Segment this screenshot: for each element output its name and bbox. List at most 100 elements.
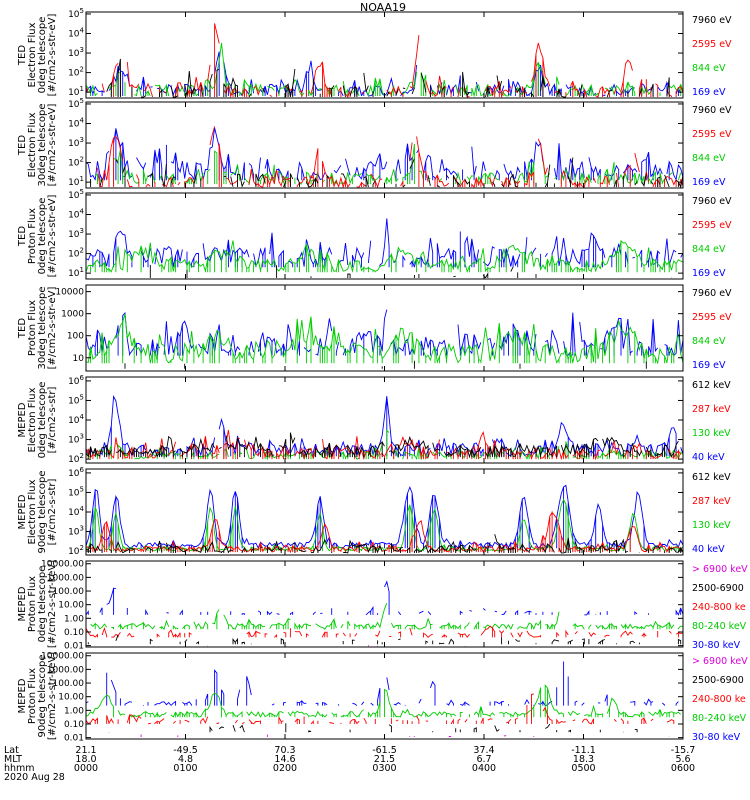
series-line — [85, 580, 684, 616]
legend-item: 844 eV — [692, 336, 726, 347]
x-tick-label: 0400 — [472, 763, 496, 774]
x-tick-label: 0000 — [74, 763, 98, 774]
y-tick-label: 1000.00 — [47, 573, 84, 583]
y-tick-label: 0.10 — [64, 720, 84, 730]
legend-item: 612 keV — [692, 472, 731, 483]
legend-item: 612 keV — [692, 380, 731, 391]
legend-item: 130 keV — [692, 428, 731, 439]
x-tick-label: 0300 — [372, 763, 396, 774]
series-7960-ev — [90, 157, 684, 189]
series-2500-6900 — [87, 634, 682, 645]
series-612-kev — [85, 432, 684, 459]
legend: 7960 eV 2595 eV 844 eV 169 eV — [692, 15, 732, 98]
axis-row-label: hhmm — [4, 763, 35, 774]
y-tick-label: 10.00 — [58, 693, 84, 703]
series-line — [149, 264, 672, 279]
series-2595-ev — [97, 126, 684, 189]
legend-item: 80-240 keV — [692, 713, 747, 724]
y-tick-label: 105 — [68, 393, 84, 406]
y-tick-label: 10000.00 — [41, 560, 84, 570]
x-tick-label: 37.4 — [473, 745, 494, 756]
series-844-ev — [85, 313, 684, 365]
x-tick-label: 70.3 — [274, 745, 295, 756]
y-tick-label: 102 — [68, 544, 84, 557]
y-tick-label: 102 — [68, 156, 84, 169]
legend-item: 240-800 ke — [692, 694, 746, 705]
panel-7: 0.01 0.10 1.00 10.00 100.00 1000.00 10000.00ME… — [17, 560, 748, 652]
legend-item: 30-80 keV — [692, 732, 741, 743]
x-tick-label: -11.1 — [571, 745, 596, 756]
series-line — [85, 42, 684, 98]
x-tick-label: 5.6 — [675, 754, 690, 765]
series-844-ev — [85, 239, 684, 274]
series-169-ev — [85, 218, 684, 268]
x-tick-label: -49.5 — [173, 745, 198, 756]
y-tick-label: 0.01 — [64, 734, 84, 744]
legend-item: 169 eV — [692, 177, 726, 188]
legend-item: 2500-6900 — [692, 583, 744, 594]
series-line — [85, 127, 684, 181]
date-label: 2020 Aug 28 — [4, 772, 65, 783]
series-line — [85, 432, 684, 459]
legend-item: 844 eV — [692, 244, 726, 255]
series-30-80-kev — [85, 580, 684, 616]
y-tick-label: 103 — [68, 525, 84, 538]
legend-item: 169 eV — [692, 268, 726, 279]
legend: 612 keV 287 keV 130 keV 40 keV — [692, 380, 731, 463]
y-tick-label: 105 — [68, 188, 84, 201]
panel-6: 102 103 104 105 106 MEPEDElectron Flux90deg t… — [17, 466, 731, 557]
series-line — [85, 429, 682, 461]
y-tick-label: 0.01 — [64, 642, 84, 652]
x-tick-label: -61.5 — [372, 745, 397, 756]
y-tick-label: 101 — [68, 85, 84, 98]
x-tick-label: 14.6 — [274, 754, 295, 765]
y-axis-label: MEPEDElectron Flux0deg telescope[#/cm2-s… — [17, 382, 58, 459]
y-tick-label: 10.00 — [58, 601, 84, 611]
x-tick-label: 4.8 — [178, 754, 193, 765]
y-tick-label: 1.00 — [64, 706, 84, 716]
series-line — [109, 723, 678, 732]
y-tick-label: 104 — [68, 208, 84, 221]
series-line — [85, 484, 684, 549]
y-tick-label: 104 — [68, 27, 84, 40]
y-tick-label: 103 — [68, 227, 84, 240]
y-tick-label: 1000.00 — [47, 665, 84, 675]
y-tick-label: 100.00 — [53, 679, 85, 689]
series-line — [87, 634, 682, 645]
series-169-ev — [85, 127, 684, 181]
legend: 7960 eV 2595 eV 844 eV 169 eV — [692, 288, 732, 371]
legend-item: 2500-6900 — [692, 675, 744, 686]
y-tick-label: 101 — [68, 175, 84, 188]
x-tick-label: 21.1 — [75, 745, 96, 756]
series-40-kev — [85, 484, 684, 549]
y-tick-label: 102 — [68, 66, 84, 79]
legend-item: 2595 eV — [692, 220, 732, 231]
legend-item: 169 eV — [692, 87, 726, 98]
series-line — [85, 684, 682, 718]
legend-item: 130 keV — [692, 520, 731, 531]
series-line — [85, 534, 684, 554]
legend-item: 2595 eV — [692, 39, 732, 50]
panel-1: 101 102 103 104 105 TEDElectron Flux0deg tele… — [17, 7, 732, 98]
chart-title: NOAA19 — [360, 1, 406, 14]
y-tick-label: 100 — [67, 332, 84, 342]
series-line — [97, 126, 684, 189]
panel-frame — [85, 468, 684, 556]
y-tick-label: 105 — [68, 7, 84, 20]
legend-item: 169 eV — [692, 360, 726, 371]
legend-item: 240-800 ke — [692, 602, 746, 613]
y-tick-label: 102 — [68, 247, 84, 260]
x-tick-label: -15.7 — [671, 745, 696, 756]
y-tick-label: 103 — [68, 136, 84, 149]
legend-item: 40 keV — [692, 452, 725, 463]
panel-3: 101 102 103 104 105 TEDProton Flux0deg telesc… — [17, 188, 732, 280]
y-axis-label: TEDElectron Flux0deg telescope[#/cm2-s-s… — [17, 14, 58, 97]
y-axis-label: MEPEDElectron Flux90deg telescope[#/cm2-… — [17, 470, 58, 553]
legend: 7960 eV 2595 eV 844 eV 169 eV — [692, 105, 732, 188]
x-tick-label: 18.0 — [75, 754, 96, 765]
series-30-80-kev — [85, 661, 684, 706]
y-tick-label: 103 — [68, 433, 84, 446]
legend-item: 40 keV — [692, 544, 725, 555]
